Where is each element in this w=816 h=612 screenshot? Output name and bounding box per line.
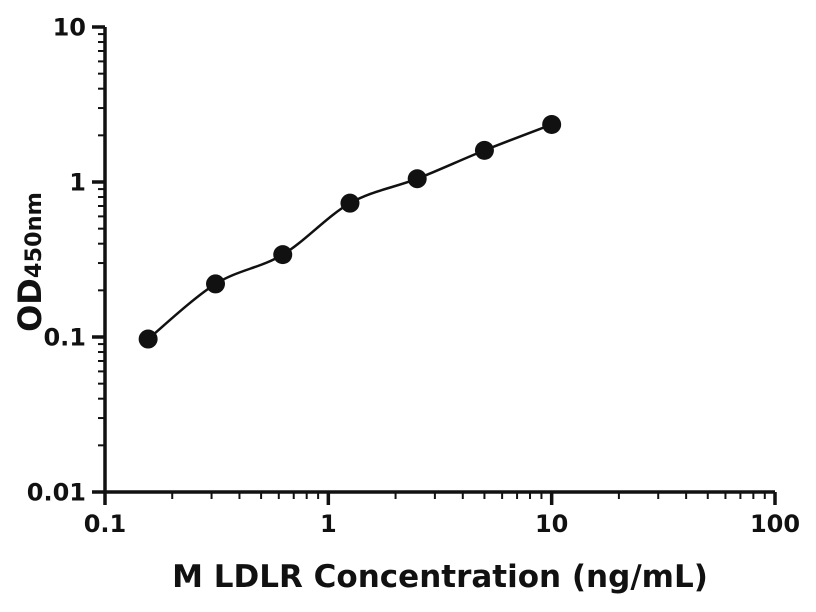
data-point [474, 140, 494, 160]
x-tick-label: 10 [535, 510, 568, 538]
data-point [138, 329, 158, 349]
y-axis-title-sub: 450nm [21, 192, 47, 279]
x-axis-title: M LDLR Concentration (ng/mL) [172, 559, 708, 595]
data-point [273, 245, 293, 265]
y-tick-label: 10 [53, 14, 86, 42]
data-point [407, 169, 427, 189]
x-tick-label: 0.1 [84, 510, 127, 538]
y-tick-label: 1 [69, 169, 86, 197]
data-point [340, 193, 360, 213]
data-point [206, 274, 226, 294]
y-axis-title: OD450nm [11, 192, 49, 332]
y-tick-label: 0.1 [43, 324, 86, 352]
x-tick-label: 1 [320, 510, 337, 538]
x-tick-label: 100 [750, 510, 800, 538]
y-tick-label: 0.01 [27, 479, 86, 507]
data-point [542, 114, 562, 134]
axis-spines [103, 27, 775, 494]
y-axis-title-main: OD [11, 278, 49, 332]
